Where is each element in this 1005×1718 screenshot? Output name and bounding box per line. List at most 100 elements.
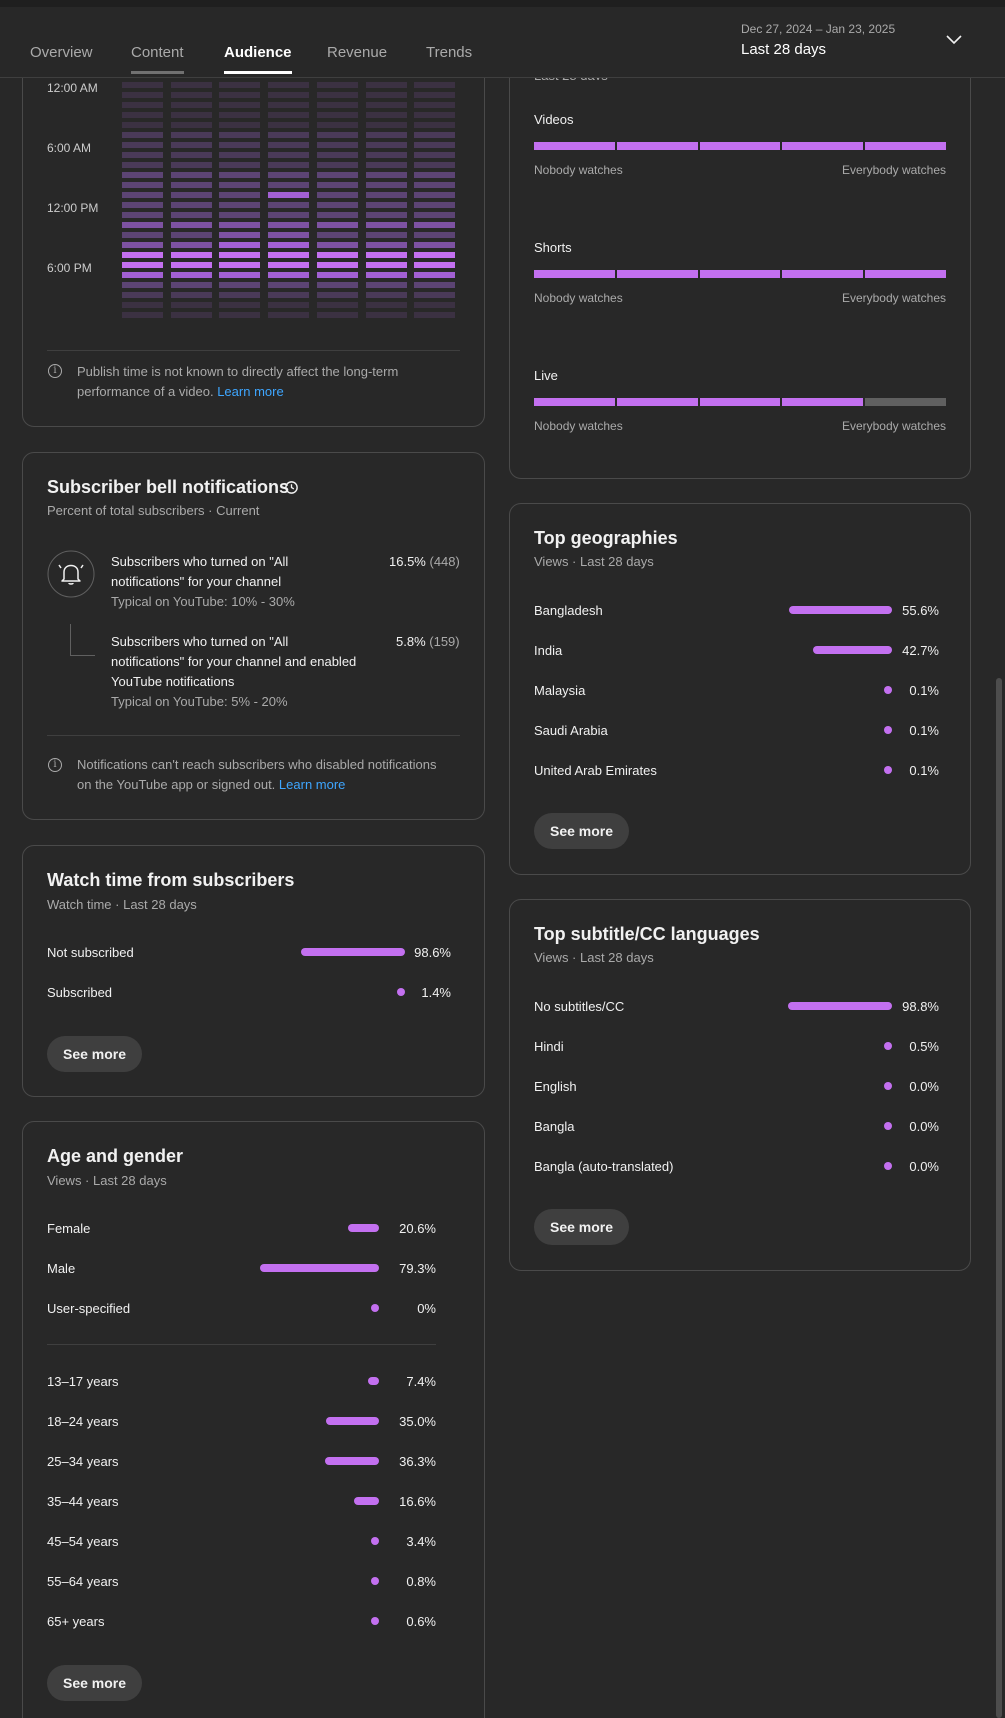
heatmap-cell[interactable] <box>268 142 310 148</box>
heatmap-cell[interactable] <box>219 252 261 258</box>
heatmap-cell[interactable] <box>414 142 456 148</box>
heatmap-cell[interactable] <box>268 232 310 238</box>
heatmap-cell[interactable] <box>268 192 310 198</box>
heatmap-cell[interactable] <box>414 252 456 258</box>
heatmap-cell[interactable] <box>365 252 407 258</box>
heatmap-cell[interactable] <box>316 152 358 158</box>
heatmap-cell[interactable] <box>414 132 456 138</box>
heatmap-cell[interactable] <box>268 212 310 218</box>
heatmap-cell[interactable] <box>122 172 163 178</box>
heatmap-cell[interactable] <box>268 182 310 188</box>
heatmap-cell[interactable] <box>268 282 310 288</box>
heatmap-cell[interactable] <box>414 222 456 228</box>
learn-more-link[interactable]: Learn more <box>278 777 346 792</box>
heatmap-cell[interactable] <box>316 162 358 168</box>
heatmap-cell[interactable] <box>316 182 358 188</box>
heatmap-cell[interactable] <box>219 302 261 308</box>
heatmap-cell[interactable] <box>170 272 212 278</box>
heatmap-cell[interactable] <box>122 302 163 308</box>
heatmap-cell[interactable] <box>219 272 261 278</box>
heatmap-cell[interactable] <box>268 262 310 268</box>
heatmap-cell[interactable] <box>316 312 358 318</box>
heatmap-cell[interactable] <box>365 172 407 178</box>
heatmap-cell[interactable] <box>170 262 212 268</box>
heatmap-cell[interactable] <box>268 252 310 258</box>
heatmap-cell[interactable] <box>365 192 407 198</box>
heatmap-cell[interactable] <box>268 82 310 88</box>
heatmap-cell[interactable] <box>316 122 358 128</box>
heatmap-cell[interactable] <box>365 312 407 318</box>
heatmap-cell[interactable] <box>365 282 407 288</box>
heatmap-cell[interactable] <box>170 312 212 318</box>
heatmap-cell[interactable] <box>365 112 407 118</box>
heatmap-cell[interactable] <box>219 192 261 198</box>
heatmap-cell[interactable] <box>122 132 163 138</box>
heatmap-cell[interactable] <box>268 312 310 318</box>
heatmap-cell[interactable] <box>316 202 358 208</box>
heatmap-cell[interactable] <box>122 202 163 208</box>
heatmap-cell[interactable] <box>414 262 456 268</box>
heatmap-cell[interactable] <box>219 152 261 158</box>
heatmap-cell[interactable] <box>122 252 163 258</box>
heatmap-cell[interactable] <box>365 292 407 298</box>
heatmap-cell[interactable] <box>316 282 358 288</box>
heatmap-cell[interactable] <box>414 82 456 88</box>
heatmap-cell[interactable] <box>268 202 310 208</box>
heatmap-cell[interactable] <box>414 212 456 218</box>
heatmap-cell[interactable] <box>170 152 212 158</box>
heatmap-cell[interactable] <box>316 222 358 228</box>
heatmap-cell[interactable] <box>268 172 310 178</box>
heatmap-cell[interactable] <box>316 292 358 298</box>
heatmap-cell[interactable] <box>365 92 407 98</box>
heatmap-cell[interactable] <box>316 262 358 268</box>
heatmap-cell[interactable] <box>219 92 261 98</box>
heatmap-cell[interactable] <box>316 132 358 138</box>
heatmap-cell[interactable] <box>414 242 456 248</box>
heatmap-cell[interactable] <box>316 272 358 278</box>
heatmap-cell[interactable] <box>170 172 212 178</box>
heatmap-cell[interactable] <box>268 132 310 138</box>
heatmap-cell[interactable] <box>219 132 261 138</box>
heatmap-cell[interactable] <box>219 232 261 238</box>
heatmap-cell[interactable] <box>316 102 358 108</box>
heatmap-cell[interactable] <box>316 82 358 88</box>
see-more-button[interactable]: See more <box>534 1209 630 1245</box>
heatmap-cell[interactable] <box>170 112 212 118</box>
heatmap-cell[interactable] <box>365 212 407 218</box>
heatmap-cell[interactable] <box>365 222 407 228</box>
heatmap-cell[interactable] <box>316 192 358 198</box>
heatmap-cell[interactable] <box>414 202 456 208</box>
scrollbar-thumb[interactable] <box>996 678 1002 1718</box>
heatmap-cell[interactable] <box>170 282 212 288</box>
heatmap-cell[interactable] <box>219 122 261 128</box>
heatmap-cell[interactable] <box>122 92 163 98</box>
heatmap-cell[interactable] <box>219 292 261 298</box>
heatmap-cell[interactable] <box>122 82 163 88</box>
heatmap-cell[interactable] <box>170 192 212 198</box>
tab-revenue[interactable]: Revenue <box>327 44 387 61</box>
heatmap-cell[interactable] <box>219 312 261 318</box>
heatmap-cell[interactable] <box>365 302 407 308</box>
heatmap-cell[interactable] <box>268 222 310 228</box>
heatmap-cell[interactable] <box>170 242 212 248</box>
heatmap-cell[interactable] <box>316 142 358 148</box>
heatmap-cell[interactable] <box>268 152 310 158</box>
heatmap-cell[interactable] <box>316 212 358 218</box>
heatmap-cell[interactable] <box>365 202 407 208</box>
see-more-button[interactable]: See more <box>47 1036 143 1072</box>
heatmap-cell[interactable] <box>365 242 407 248</box>
heatmap-cell[interactable] <box>365 232 407 238</box>
heatmap-cell[interactable] <box>414 92 456 98</box>
heatmap-cell[interactable] <box>414 162 456 168</box>
heatmap-cell[interactable] <box>219 102 261 108</box>
heatmap-cell[interactable] <box>122 282 163 288</box>
heatmap-cell[interactable] <box>365 122 407 128</box>
heatmap-cell[interactable] <box>219 172 261 178</box>
heatmap-cell[interactable] <box>365 82 407 88</box>
heatmap-cell[interactable] <box>316 252 358 258</box>
tab-content[interactable]: Content <box>131 44 184 74</box>
tab-audience[interactable]: Audience <box>224 44 292 74</box>
heatmap-cell[interactable] <box>122 112 163 118</box>
heatmap-cell[interactable] <box>170 182 212 188</box>
heatmap-cell[interactable] <box>268 92 310 98</box>
